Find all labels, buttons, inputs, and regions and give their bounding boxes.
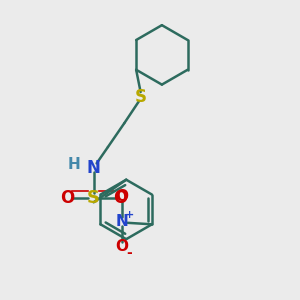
Text: O: O	[113, 189, 128, 207]
Text: O: O	[116, 189, 129, 204]
Text: N: N	[116, 214, 129, 229]
Text: +: +	[124, 210, 134, 220]
Text: N: N	[87, 159, 100, 177]
Text: H: H	[68, 158, 81, 172]
Text: -: -	[126, 246, 132, 260]
Text: O: O	[116, 239, 129, 254]
Text: O: O	[60, 189, 74, 207]
Text: S: S	[87, 189, 100, 207]
Text: S: S	[135, 88, 147, 106]
